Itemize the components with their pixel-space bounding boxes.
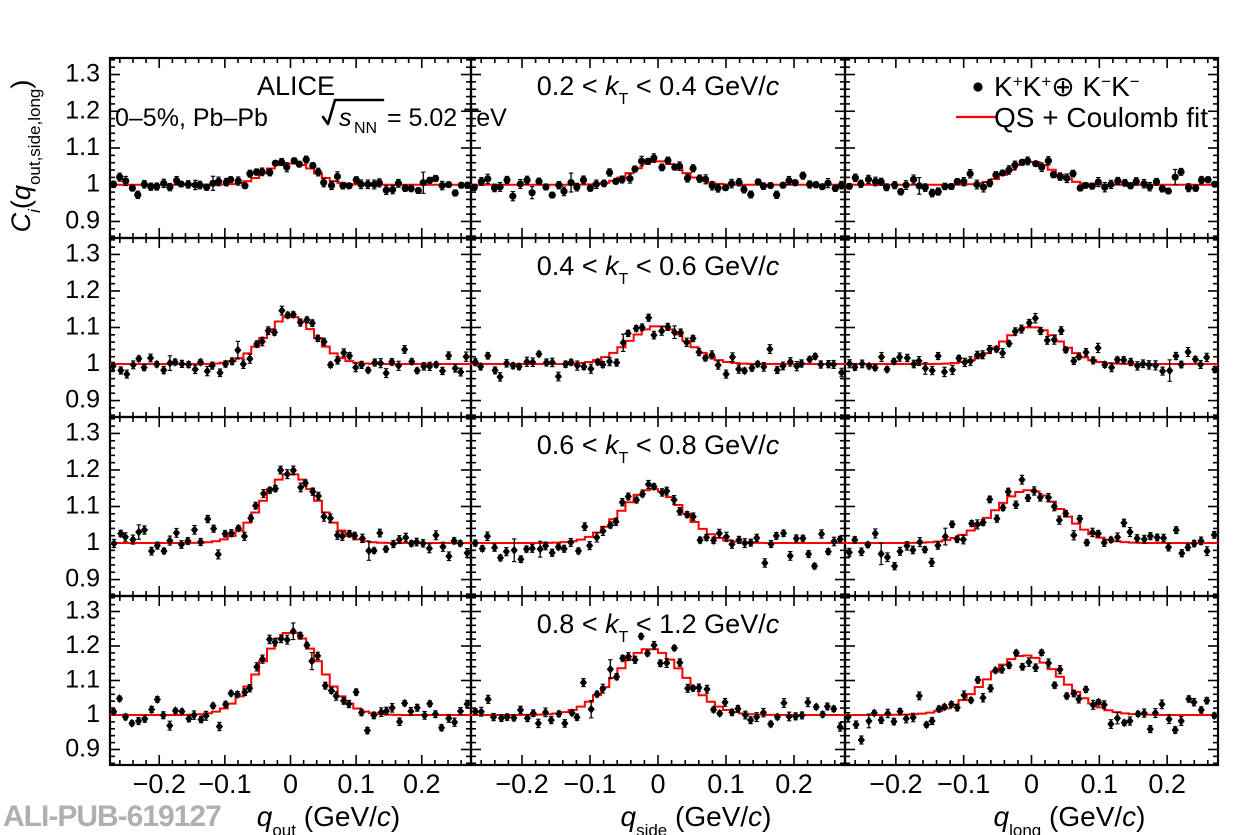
svg-text:1.3: 1.3 [65,60,100,88]
svg-text:−0.2: −0.2 [495,769,548,799]
svg-text:−0.2: −0.2 [133,769,186,799]
svg-text:ALICE: ALICE [257,71,335,101]
svg-text:−0.2: −0.2 [869,769,922,799]
svg-text:1.2: 1.2 [65,455,100,483]
svg-text:0–5%, Pb–Pb: 0–5%, Pb–Pb [115,104,268,132]
svg-text:1: 1 [86,700,100,728]
svg-text:0.9: 0.9 [65,206,100,234]
svg-text:0: 0 [1024,769,1039,799]
svg-text:NN: NN [354,120,377,137]
svg-text:0: 0 [283,769,298,799]
svg-text:0.2: 0.2 [775,769,813,799]
svg-text:ALI-PUB-619127: ALI-PUB-619127 [3,800,221,833]
svg-text:0.1: 0.1 [1081,769,1119,799]
svg-text:0.9: 0.9 [65,734,100,762]
svg-text:−0.1: −0.1 [198,769,251,799]
svg-text:−0.1: −0.1 [937,769,990,799]
svg-text:QS + Coulomb fit: QS + Coulomb fit [994,102,1208,133]
svg-text:1.1: 1.1 [65,666,100,694]
svg-text:0.9: 0.9 [65,565,100,593]
svg-text:1.3: 1.3 [65,418,100,446]
svg-text:1: 1 [86,349,100,377]
svg-text:1.1: 1.1 [65,313,100,341]
svg-text:0.1: 0.1 [337,769,375,799]
svg-text:1.1: 1.1 [65,492,100,520]
svg-text:0.2: 0.2 [403,769,441,799]
svg-text:0.9: 0.9 [65,386,100,414]
svg-text:0.2: 0.2 [1148,769,1186,799]
svg-text:1: 1 [86,528,100,556]
svg-text:0.1: 0.1 [707,769,745,799]
svg-text:1.2: 1.2 [65,96,100,124]
svg-text:1.3: 1.3 [65,597,100,625]
svg-text:0: 0 [650,769,665,799]
svg-text:s: s [339,104,352,132]
svg-text:1.1: 1.1 [65,133,100,161]
svg-text:1.3: 1.3 [65,239,100,267]
svg-text:1.2: 1.2 [65,276,100,304]
svg-text:−0.1: −0.1 [563,769,616,799]
svg-text:1.2: 1.2 [65,631,100,659]
svg-text:= 5.02 TeV: = 5.02 TeV [387,104,507,132]
svg-text:1: 1 [86,170,100,198]
